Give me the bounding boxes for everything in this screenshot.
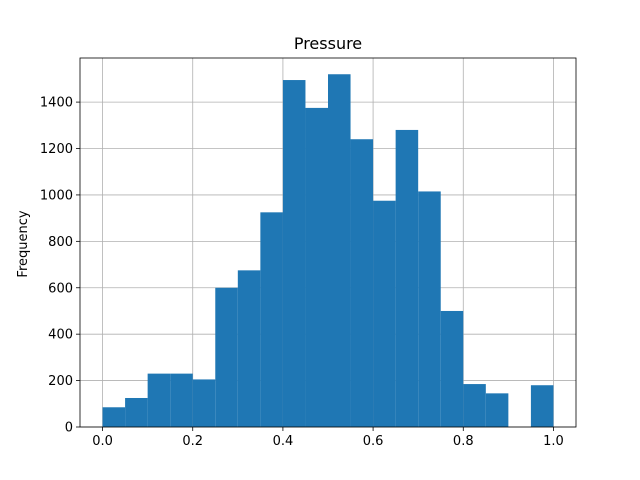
x-axis-ticks: 0.0 0.2 0.4 0.6 0.8 1.0 <box>92 427 564 449</box>
histogram-bar-12 <box>373 200 396 427</box>
y-axis-ticks: 0 200 400 600 800 1000 1200 1400 <box>40 96 80 436</box>
histogram-bar-8 <box>282 80 306 427</box>
histogram-bar-11 <box>350 139 374 427</box>
histogram-bar-14 <box>418 191 441 427</box>
histogram-bar-19 <box>530 385 554 427</box>
x-tick-label-2: 0.4 <box>273 434 294 449</box>
histogram-bar-3 <box>170 373 193 427</box>
histogram-bar-1 <box>125 397 148 427</box>
x-tick-label-5: 1.0 <box>543 434 564 449</box>
y-axis-label: Frequency <box>16 210 31 277</box>
chart-title: Pressure <box>294 34 362 53</box>
histogram-bar-0 <box>102 407 126 427</box>
histogram-bar-10 <box>328 74 351 427</box>
x-tick-label-1: 0.2 <box>182 434 203 449</box>
histogram-bar-16 <box>463 384 486 427</box>
y-tick-label-1: 200 <box>48 374 73 389</box>
y-tick-label-3: 600 <box>48 281 73 296</box>
axes <box>79 57 577 428</box>
histogram-bar-6 <box>237 270 261 427</box>
x-tick-label-3: 0.6 <box>363 434 384 449</box>
histogram-bar-15 <box>440 310 464 427</box>
histogram-bar-13 <box>395 129 419 427</box>
bars <box>102 74 554 427</box>
y-tick-label-4: 800 <box>48 235 73 250</box>
y-tick-label-7: 1400 <box>40 96 73 111</box>
y-tick-label-0: 0 <box>65 421 73 436</box>
y-tick-label-5: 1000 <box>40 188 73 203</box>
x-tick-label-0: 0.0 <box>92 434 113 449</box>
histogram-bar-5 <box>215 287 238 427</box>
histogram-bar-7 <box>260 212 283 427</box>
histogram-bar-2 <box>147 373 171 427</box>
x-tick-label-4: 0.8 <box>453 434 474 449</box>
histogram-bar-17 <box>485 393 509 427</box>
histogram-bar-4 <box>192 379 216 427</box>
histogram-bar-9 <box>305 107 328 427</box>
y-tick-label-2: 400 <box>48 328 73 343</box>
plot-frame <box>79 57 577 428</box>
y-tick-label-6: 1200 <box>40 142 73 157</box>
